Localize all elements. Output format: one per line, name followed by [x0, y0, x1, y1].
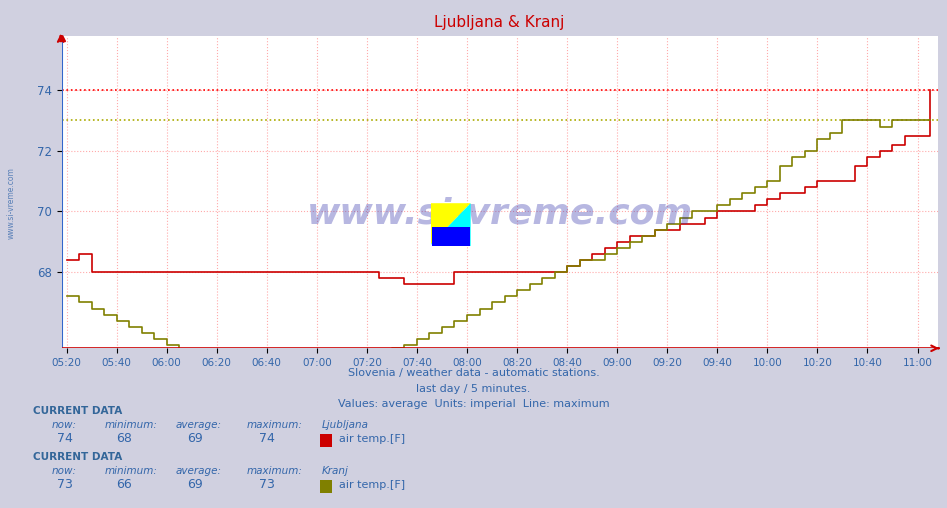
Text: minimum:: minimum:	[104, 466, 157, 476]
Text: CURRENT DATA: CURRENT DATA	[33, 452, 122, 462]
Text: 69: 69	[188, 478, 204, 491]
Text: average:: average:	[175, 466, 222, 476]
Text: www.si-vreme.com: www.si-vreme.com	[307, 197, 692, 231]
Text: Kranj: Kranj	[322, 466, 348, 476]
Text: 68: 68	[116, 432, 133, 445]
Text: Slovenia / weather data - automatic stations.: Slovenia / weather data - automatic stat…	[348, 368, 599, 378]
Text: last day / 5 minutes.: last day / 5 minutes.	[417, 384, 530, 394]
Text: 69: 69	[188, 432, 204, 445]
Title: Ljubljana & Kranj: Ljubljana & Kranj	[435, 15, 564, 30]
Text: air temp.[F]: air temp.[F]	[339, 480, 405, 490]
Text: maximum:: maximum:	[246, 420, 302, 430]
Text: CURRENT DATA: CURRENT DATA	[33, 406, 122, 416]
Text: now:: now:	[52, 466, 77, 476]
Text: average:: average:	[175, 420, 222, 430]
Text: 73: 73	[259, 478, 275, 491]
Text: Ljubljana: Ljubljana	[322, 420, 369, 430]
Polygon shape	[432, 227, 470, 246]
Polygon shape	[431, 203, 471, 246]
Text: Values: average  Units: imperial  Line: maximum: Values: average Units: imperial Line: ma…	[338, 399, 609, 409]
Text: 66: 66	[116, 478, 133, 491]
Text: air temp.[F]: air temp.[F]	[339, 434, 405, 444]
Text: maximum:: maximum:	[246, 466, 302, 476]
Text: 73: 73	[57, 478, 73, 491]
Polygon shape	[431, 203, 471, 244]
Text: now:: now:	[52, 420, 77, 430]
Text: minimum:: minimum:	[104, 420, 157, 430]
Text: www.si-vreme.com: www.si-vreme.com	[7, 167, 16, 239]
Text: 74: 74	[259, 432, 275, 445]
Text: 74: 74	[57, 432, 73, 445]
